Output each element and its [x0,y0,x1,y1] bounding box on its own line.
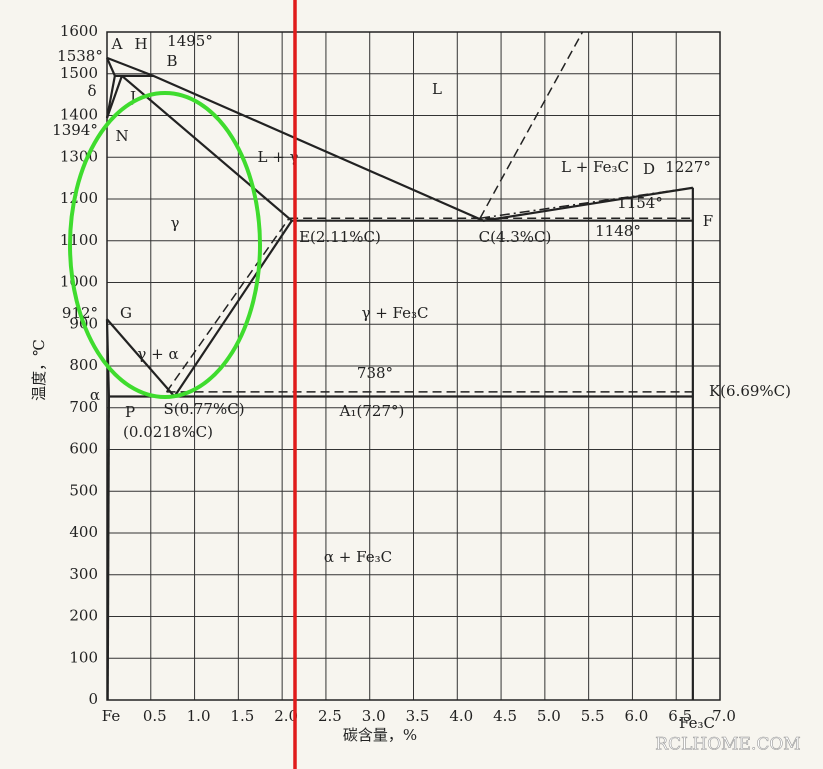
phase-boundary [105,57,116,77]
annotation: P [125,403,135,421]
phase-boundary [121,75,293,222]
phase-boundary [105,75,123,119]
phase-boundary [479,31,584,219]
annotation: 738° [357,364,393,382]
annotation: L + Fe₃C [561,158,629,176]
y-tick-label: 1100 [60,231,98,249]
x-tick-label: 5.0 [537,707,561,725]
annotation: G [120,304,132,322]
x-tick-label: 4.0 [449,707,473,725]
annotation: L + γ [257,148,298,166]
annotation: δ [87,82,96,100]
phase-boundary [173,220,293,398]
annotation: γ + Fe₃C [361,304,428,322]
x-tick-label: 7.0 [712,707,736,725]
phase-boundary [165,217,290,393]
y-tick-label: 1500 [60,64,98,82]
x-tick-label: 3.0 [362,707,386,725]
annotation: (0.0218%C) [123,423,213,441]
phase-boundary [479,186,693,219]
phase-boundary [106,318,176,398]
annotation: A [111,35,123,53]
phase-boundary [105,75,116,119]
annotation: 1538° [57,47,103,65]
y-tick-label: 700 [69,398,98,416]
annotation: S(0.77%C) [163,400,244,418]
x-tick-label: 4.5 [493,707,517,725]
x-axis-title: 碳含量，% [343,726,417,744]
annotation: D [643,160,655,178]
x-tick-label: 1.0 [187,707,211,725]
y-tick-label: 0 [88,690,98,708]
x-tick-label: 6.0 [624,707,648,725]
y-tick-label: 1600 [60,22,98,40]
annotation: K(6.69%C) [709,382,791,400]
y-axis-title: 温度，℃ [30,339,48,401]
plot: 0100200300400500600700800900100011001200… [60,22,736,725]
annotation: B [166,52,177,70]
x-tick-label: 3.5 [406,707,430,725]
y-tick-label: 400 [69,523,98,541]
highlight-ellipse [68,91,262,399]
annotation: α [90,386,100,404]
annotation: 1227° [665,158,711,176]
x-tick-label: 2.0 [274,707,298,725]
annotation: 1495° [167,32,213,50]
phase-boundary [106,396,111,701]
y-tick-label: 500 [69,481,98,499]
x-tick-label: 1.5 [230,707,254,725]
y-tick-label: 200 [69,607,98,625]
y-tick-label: 800 [69,356,98,374]
x-tick-label: 0.5 [143,707,167,725]
annotation: L [432,80,442,98]
x-tick-label: 2.5 [318,707,342,725]
annotation: 1154° [617,194,663,212]
y-tick-label: 1000 [60,273,98,291]
x-tick-label: 6.5 [668,707,692,725]
annotation: γ [171,214,180,232]
x-tick-label: 5.5 [581,707,605,725]
phase-boundary [106,56,694,222]
annotation: E(2.11%C) [299,228,381,246]
y-tick-label: 1400 [60,106,98,124]
annotation: C(4.3%C) [479,228,552,246]
annotation: 1148° [595,222,641,240]
watermark: RCLHOME.COM [655,735,800,755]
y-tick-label: 300 [69,565,98,583]
annotation: H [134,35,147,53]
annotation: γ + α [137,345,178,363]
annotation: A₁(727°) [339,402,405,420]
annotation: Fe₃C [679,714,715,732]
x-tick-label: Fe [102,707,121,725]
y-tick-label: 100 [69,648,98,666]
y-tick-label: 600 [69,440,98,458]
annotation: F [703,212,713,230]
y-tick-label: 1200 [60,189,98,207]
annotation: 1394° [52,121,98,139]
phase-boundary [105,319,111,397]
annotation: J [128,88,136,106]
annotation: N [115,127,128,145]
annotation: α + Fe₃C [324,548,392,566]
